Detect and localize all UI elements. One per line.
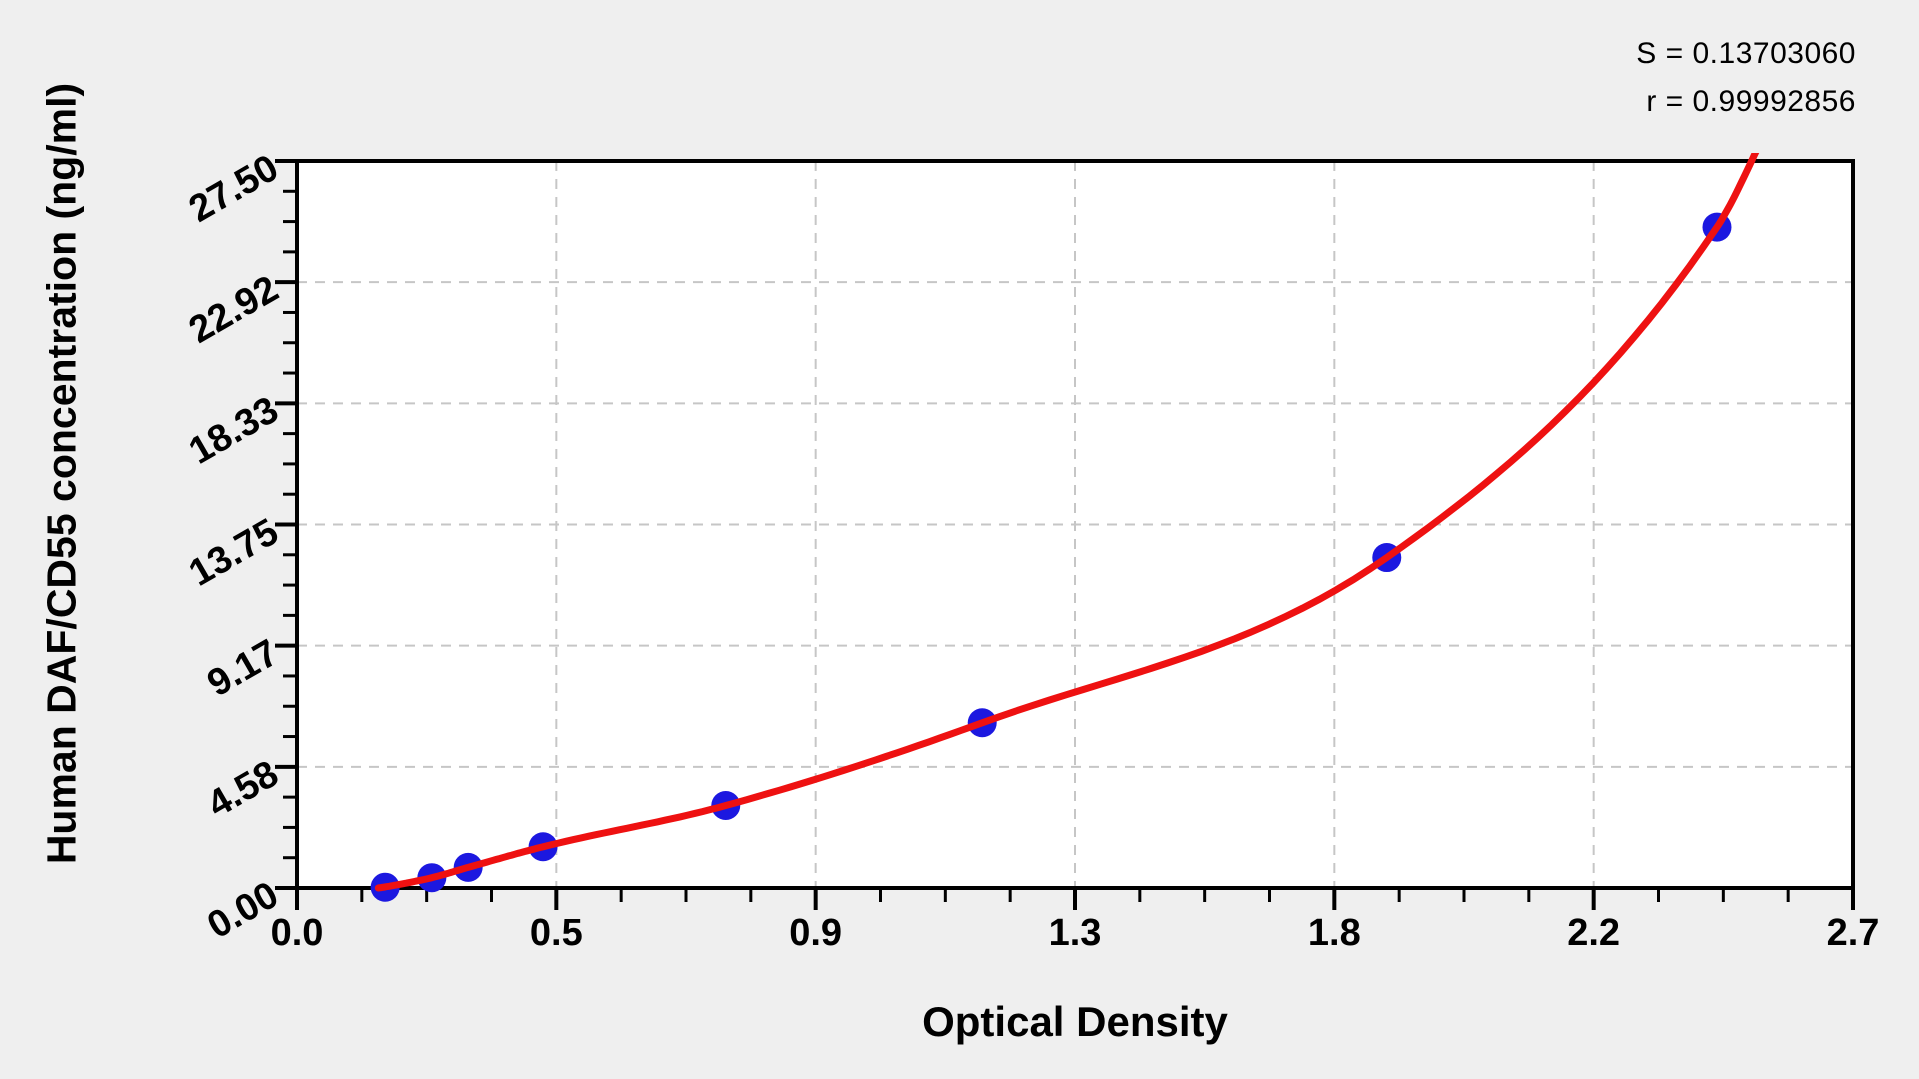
x-tick-label: 1.3 [1048,912,1102,954]
y-axis-title: Human DAF/CD55 concentration (ng/ml) [38,82,85,865]
x-tick-label: 2.2 [1567,912,1621,954]
stat-r-value: r = 0.99992856 [1646,85,1856,118]
x-tick-label: 0.0 [270,912,324,954]
fit-statistics: S = 0.13703060 r = 0.99992856 [1636,30,1856,126]
fitted-curve [374,153,1760,892]
x-axis-title: Optical Density [922,998,1228,1045]
x-tick-label: 0.5 [529,912,583,954]
x-tick-label: 1.8 [1307,912,1361,954]
x-tick-label: 2.7 [1826,912,1880,954]
stat-s-value: S = 0.13703060 [1636,37,1856,70]
x-tick-label: 0.9 [789,912,843,954]
